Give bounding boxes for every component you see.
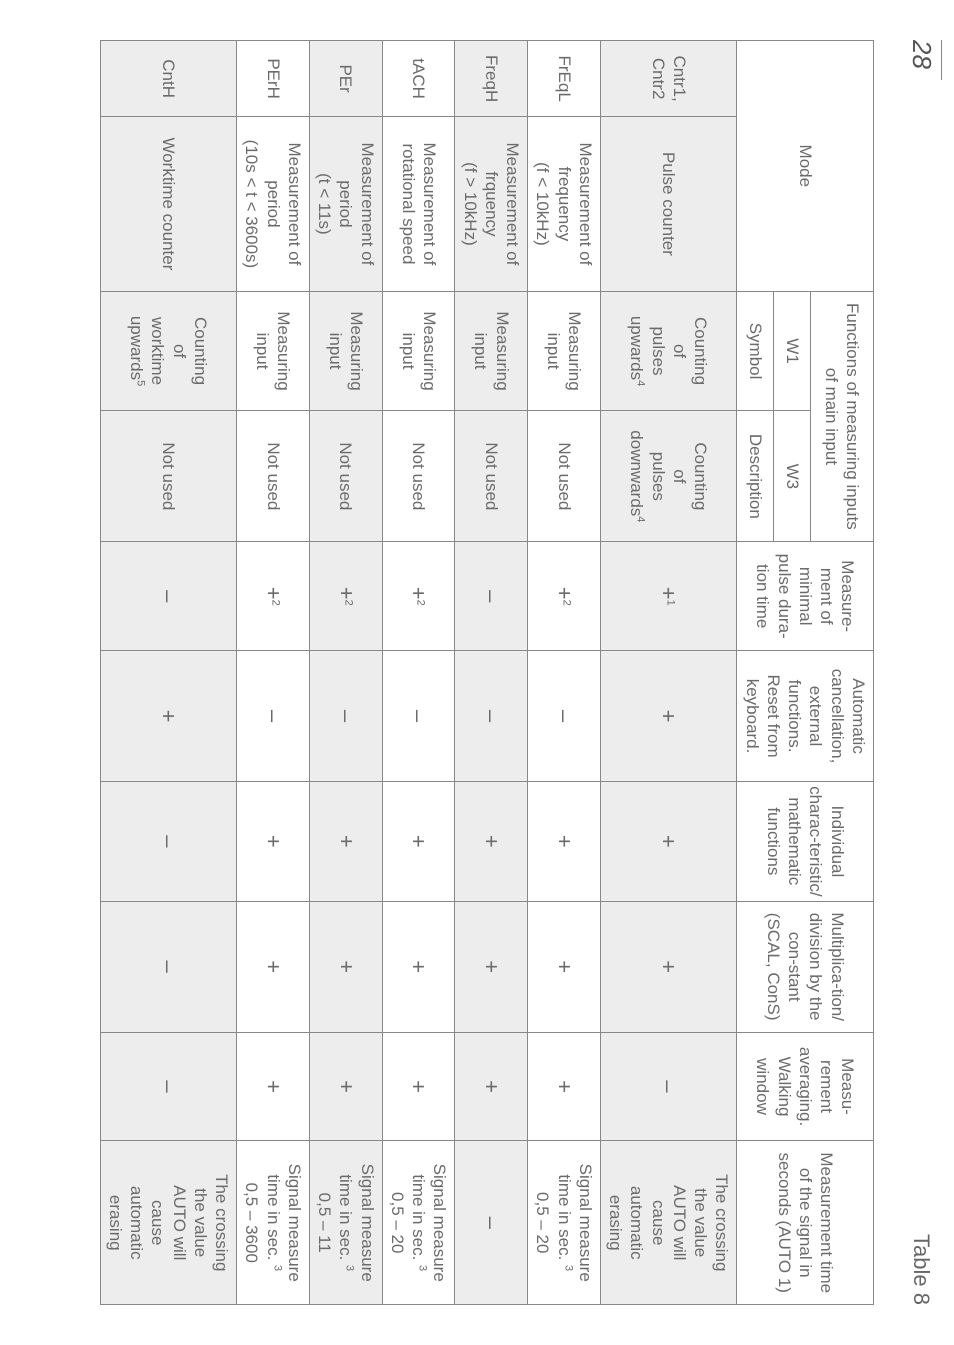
table-row: PErMeasurement of period (t < 11s)Measur…: [310, 41, 383, 1305]
table-label: Table 8: [908, 1234, 934, 1305]
table-row: FreqHMeasurement of frquency (f > 10kHz)…: [455, 41, 528, 1305]
table-row: tACHMeasurement of rotational speedMeasu…: [382, 41, 455, 1305]
header-functions: Functions of measuring inputs of main in…: [811, 291, 874, 542]
header-multiplication: Multiplica-tion/ division by the con-sta…: [737, 901, 874, 1032]
table-row: FrEqLMeasurement of frequency (f < 10kHz…: [528, 41, 601, 1305]
spec-table: Mode Functions of measuring inputs of ma…: [100, 40, 874, 1305]
header-description: Description: [737, 411, 774, 542]
table-row: Cntr1,Cntr2Pulse counterCountingofpulses…: [601, 41, 738, 1305]
header-symbol: Symbol: [737, 291, 774, 411]
page-number: 28: [906, 40, 942, 80]
header-measure-min: Measure-ment of minimal pulse dura-tion …: [737, 542, 874, 651]
header-auto-cancel: Automatic cancellation, external functio…: [737, 651, 874, 782]
header-measurement-time: Measurement time of the signal in second…: [737, 1141, 874, 1305]
header-individual: Individual charac-teristic/ mathematic f…: [737, 781, 874, 901]
header-mode: Mode: [737, 41, 874, 292]
header-w3: W3: [774, 411, 811, 542]
header-w1: W1: [774, 291, 811, 411]
table-row: CntHWorktime counterCountingofworktimeup…: [100, 41, 237, 1305]
table-row: PErHMeasurement of period (10s < t < 360…: [237, 41, 310, 1305]
header-measu-rement: Measu-rement averaging. Walking window: [737, 1032, 874, 1141]
